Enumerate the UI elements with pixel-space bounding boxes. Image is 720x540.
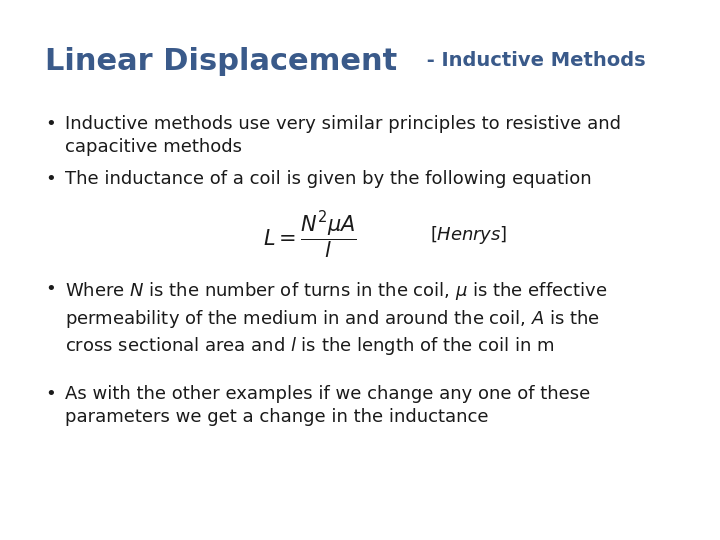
Text: Where $N$ is the number of turns in the coil, $\mu$ is the effective
permeabilit: Where $N$ is the number of turns in the …	[65, 280, 607, 357]
Text: Inductive methods use very similar principles to resistive and
capacitive method: Inductive methods use very similar princ…	[65, 115, 621, 156]
Text: As with the other examples if we change any one of these
parameters we get a cha: As with the other examples if we change …	[65, 385, 590, 426]
Text: The inductance of a coil is given by the following equation: The inductance of a coil is given by the…	[65, 170, 592, 188]
Text: Linear Displacement: Linear Displacement	[45, 47, 397, 76]
Text: •: •	[45, 170, 55, 188]
Text: - Inductive Methods: - Inductive Methods	[420, 51, 646, 70]
Text: $[Henrys]$: $[Henrys]$	[430, 224, 508, 246]
Text: $L = \dfrac{N^{2}\mu A}{l}$: $L = \dfrac{N^{2}\mu A}{l}$	[263, 209, 357, 261]
Text: •: •	[45, 280, 55, 298]
Text: •: •	[45, 115, 55, 133]
Text: •: •	[45, 385, 55, 403]
